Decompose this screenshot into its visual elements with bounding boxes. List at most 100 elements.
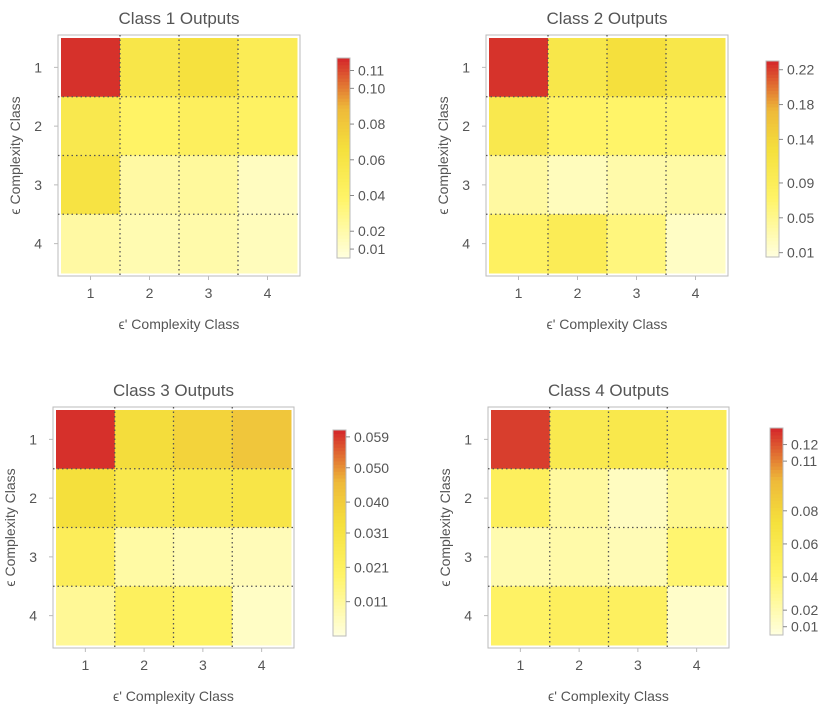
colorbar-segment [770,631,783,636]
x-tick-label: 3 [205,285,213,301]
colorbar-segment [333,505,346,510]
heatmap-cell-r3-c1 [56,527,116,587]
colorbar-tick-label: 0.02 [791,602,818,618]
colorbar-segment [333,467,346,472]
colorbar-segment [333,495,346,500]
x-tick-label: 4 [258,657,266,673]
colorbar-segment [770,517,783,522]
colorbar-tick-label: 0.11 [791,453,817,469]
y-tick-label: 1 [29,431,37,447]
colorbar-tick-label: 0.06 [791,536,818,552]
colorbar-frame [765,60,780,258]
colorbar-segment [766,198,779,203]
colorbar-frame [769,427,784,636]
heatmap-panel-3: Class 3 Outputs 1 2 3 4 1 2 3 4 ϵ' Complexity Cla… [2,381,389,704]
colorbar-segment [333,622,346,627]
y-axis-label: ϵ Complexity Class [437,468,453,586]
colorbar-segment [770,490,783,495]
colorbar-segment [766,129,779,134]
colorbar-segment [333,450,346,455]
colorbar-segment [766,237,779,242]
colorbar-segment [770,472,783,477]
colorbar: 0.22 0.18 0.14 0.09 0.05 0.01 [765,60,814,261]
colorbar-segment [333,474,346,479]
colorbar-segment [766,145,779,150]
colorbar-tick-label: 0.031 [354,525,389,541]
colorbar-segment [770,448,783,453]
colorbar-segment [770,531,783,536]
colorbar-segment [766,185,779,189]
colorbar-segment [770,441,783,446]
heatmap-cell-r2-c4 [232,468,292,528]
colorbar-tick-label: 0.12 [791,437,818,453]
colorbar-segment [770,576,783,581]
colorbar-segment [333,546,346,551]
colorbar-segment [766,64,779,69]
colorbar-tick-label: 0.01 [787,245,814,261]
colorbar-tick-label: 0.10 [358,80,385,96]
colorbar-segment [770,438,783,443]
y-axis-label: ϵ Complexity Class [2,468,18,586]
colorbar-segment [766,234,779,238]
y-tick-label: 4 [29,608,37,624]
y-tick-label: 2 [462,118,470,134]
heatmap-cell-r1-c2 [114,410,174,470]
colorbar-segment [770,479,783,484]
colorbar-segment [337,238,350,242]
colorbar-segment [766,126,779,131]
x-tick-label: 3 [199,657,207,673]
colorbar-segment [770,510,783,515]
heatmap-cell-r2-c3 [607,96,667,156]
colorbar-segment [337,228,350,232]
colorbar-segment [333,567,346,572]
colorbar-segment [333,430,346,435]
colorbar-segment [337,184,350,189]
y-axis-label: ϵ Complexity Class [7,96,23,214]
colorbar-tick-label: 0.011 [354,594,388,610]
colorbar-segment [766,142,779,147]
colorbar-segment [770,586,783,591]
colorbar-segment [333,632,346,637]
colorbar-segment [333,443,346,448]
colorbar-segment [333,512,346,517]
colorbar-segment [766,221,779,225]
heatmap-cell-r4-c4 [238,214,298,274]
x-axis-label: ϵ' Complexity Class [113,688,234,704]
heatmap-cell-r3-c3 [608,527,668,587]
heatmap-cell-r2-c1 [491,468,551,528]
heatmap-cell-r3-c2 [549,527,609,587]
colorbar-segment [337,138,350,142]
colorbar-segment [337,144,350,149]
colorbar-segment [333,553,346,558]
colorbar-segment [333,543,346,548]
colorbar-segment [337,88,350,92]
colorbar-segment [766,172,779,176]
colorbar-segment [337,191,350,196]
colorbar-segment [766,168,779,173]
panel-title: Class 1 Outputs [119,9,240,28]
colorbar-segment [770,614,783,619]
colorbar-segment [333,522,346,527]
colorbar-segment [333,491,346,496]
colorbar-tick-label: 0.04 [358,188,385,204]
heatmap-cell-r3-c4 [666,155,726,215]
colorbar-segment [337,124,350,129]
heatmap-cell-r1-c3 [173,410,233,470]
x-tick-label: 1 [87,285,95,301]
y-axis-label: ϵ Complexity Class [435,96,451,214]
colorbar-segment [337,78,350,82]
colorbar-segment [770,555,783,560]
x-tick-label: 3 [633,285,641,301]
colorbar-segment [766,181,779,186]
colorbar-segment [337,101,350,106]
heatmap-cell-r2-c4 [667,468,727,528]
colorbar-segment [337,68,350,72]
colorbar-segment [766,152,779,157]
colorbar-segment [337,94,350,99]
colorbar-segment [337,178,350,182]
colorbar-segment [333,618,346,623]
colorbar-segment [333,581,346,586]
colorbar-segment [766,217,779,222]
heatmap-cell-r3-c2 [548,155,608,215]
colorbar: 0.059 0.050 0.040 0.031 0.021 0.011 [332,429,389,637]
